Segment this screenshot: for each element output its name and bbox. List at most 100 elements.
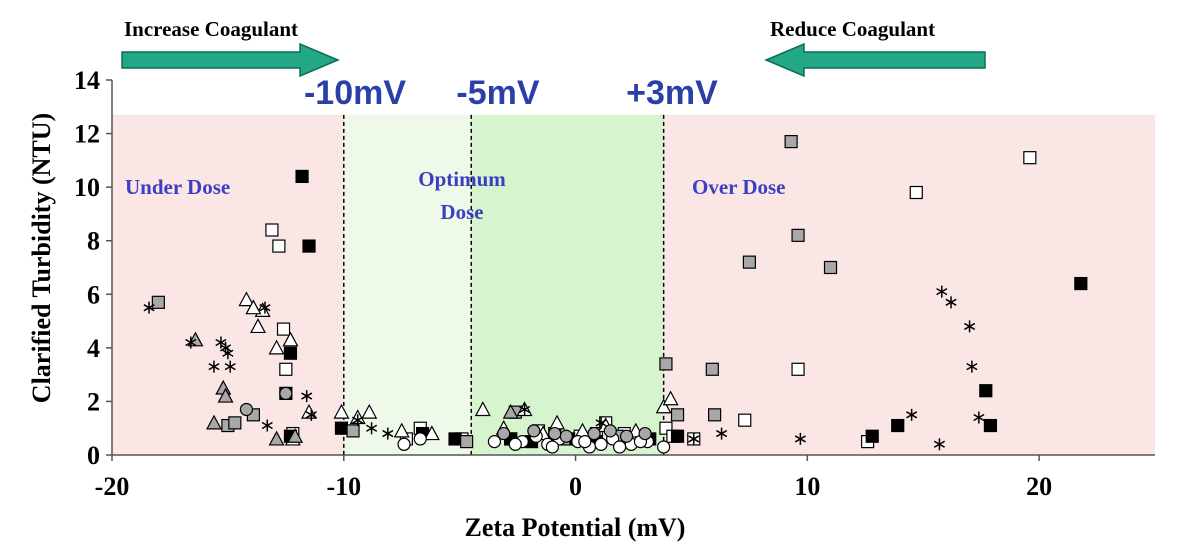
- gray-triangle-point: [287, 427, 304, 443]
- star-point: [716, 427, 728, 440]
- open-triangle-point: [245, 299, 262, 315]
- threshold-lines: [343, 114, 665, 455]
- open-square-point: [738, 413, 752, 427]
- star-point: [219, 341, 232, 354]
- x-axis-title: Zeta Potential (mV): [465, 513, 686, 542]
- open-square-point: [272, 239, 286, 253]
- optimum-dose-label-line1: Optimum: [418, 167, 506, 191]
- gray-circle-point: [239, 402, 254, 417]
- x-tick-label: -10: [326, 472, 361, 501]
- optimum-dose-label-line2: Dose: [440, 200, 483, 224]
- open-triangle-point: [474, 401, 491, 417]
- open-circle-point: [413, 432, 427, 446]
- y-axis-title: Clarified Turbidity (NTU): [27, 113, 56, 403]
- open-circle-point: [578, 435, 592, 449]
- star-point: [966, 360, 978, 373]
- gray-circle-point: [559, 429, 573, 443]
- filled-square-point: [1074, 276, 1088, 291]
- gray-circle-point: [619, 429, 634, 443]
- gray-circle-point: [603, 424, 617, 438]
- x-tick-label: 20: [1026, 472, 1052, 501]
- open-triangle-point: [333, 403, 350, 419]
- open-circle-point: [508, 437, 522, 451]
- reduce-arrow-icon: [764, 42, 986, 78]
- open-triangle-point: [282, 331, 299, 347]
- star-point: [906, 408, 918, 421]
- open-square-point: [1023, 151, 1037, 165]
- open-square-point: [279, 362, 293, 376]
- filled-square-point: [979, 384, 993, 398]
- star-point: [518, 403, 531, 416]
- gray-circle-point: [638, 426, 652, 441]
- gray-square-point: [151, 295, 165, 309]
- star-point: [945, 296, 957, 309]
- star-point: [352, 414, 364, 427]
- threshold-label-plus3: +3mV: [626, 74, 718, 112]
- star-point: [208, 360, 220, 373]
- star-point: [933, 438, 946, 451]
- star-point: [688, 432, 700, 445]
- gray-square-point: [228, 416, 242, 430]
- filled-square-point: [302, 239, 316, 253]
- star-point: [305, 408, 317, 421]
- open-square-point: [276, 322, 291, 336]
- region-optimum-light: [343, 114, 472, 456]
- over-dose-label: Over Dose: [692, 175, 786, 199]
- gray-square-point: [708, 408, 722, 422]
- open-triangle-point: [393, 422, 410, 438]
- star-point: [794, 432, 806, 445]
- gray-square-point: [705, 362, 719, 376]
- x-tick-label: 10: [794, 472, 820, 501]
- y-tick-label: 0: [87, 441, 100, 470]
- y-tick-label: 8: [87, 227, 100, 256]
- y-tick-label: 6: [87, 280, 100, 309]
- open-triangle-point: [238, 291, 255, 307]
- y-tick-label: 2: [87, 387, 100, 416]
- star-point: [143, 301, 155, 314]
- threshold-label-minus10: -10mV: [304, 74, 406, 112]
- gray-square-point: [784, 135, 798, 149]
- x-tick-label: 0: [569, 472, 582, 501]
- star-point: [595, 416, 607, 429]
- open-triangle-point: [662, 390, 679, 406]
- open-triangle-point: [250, 318, 267, 334]
- open-square-point: [265, 223, 279, 237]
- star-point: [215, 336, 227, 349]
- open-circle-point: [657, 440, 671, 454]
- filled-square-point: [983, 418, 998, 433]
- star-point: [259, 301, 271, 314]
- increase-arrow-icon: [121, 42, 340, 78]
- filled-square-point: [283, 346, 298, 360]
- star-point: [382, 427, 394, 440]
- filled-square-point: [448, 432, 462, 446]
- y-tick-label: 12: [74, 120, 100, 149]
- filled-square-point: [891, 418, 905, 433]
- open-circle-point: [545, 440, 559, 454]
- gray-circle-point: [527, 424, 541, 438]
- star-point: [973, 411, 985, 424]
- gray-triangle-point: [268, 430, 285, 446]
- filled-square-point: [295, 169, 309, 184]
- filled-square-point: [334, 421, 349, 435]
- star-point: [261, 419, 273, 432]
- open-triangle-point: [268, 339, 285, 355]
- x-tick-label: -20: [95, 472, 130, 501]
- open-circle-point: [594, 437, 608, 451]
- gray-square-point: [791, 228, 805, 242]
- gray-square-point: [670, 408, 685, 422]
- gray-square-point: [742, 255, 756, 269]
- star-point: [224, 360, 236, 373]
- threshold-label-minus5: -5mV: [456, 74, 539, 112]
- reduce-coagulant-label: Reduce Coagulant: [770, 17, 935, 41]
- gray-square-point: [823, 260, 838, 275]
- open-circle-point: [397, 437, 411, 451]
- gray-triangle-point: [205, 414, 222, 430]
- star-point: [964, 320, 976, 333]
- under-dose-label: Under Dose: [125, 175, 230, 199]
- region-over: [663, 114, 1155, 456]
- open-triangle-point: [655, 398, 672, 414]
- gray-circle-point: [548, 426, 562, 441]
- y-tick-label: 10: [74, 173, 100, 202]
- gray-triangle-point: [217, 387, 234, 403]
- data-points: [143, 135, 1088, 454]
